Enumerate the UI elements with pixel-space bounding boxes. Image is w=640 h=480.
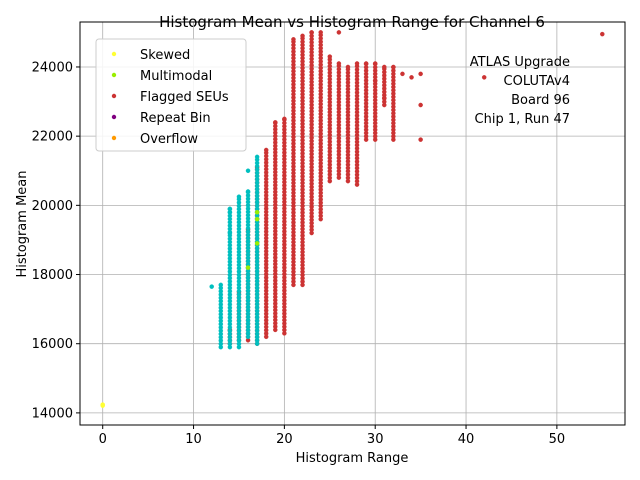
x-tick-label: 0 — [99, 432, 107, 447]
x-tick-label: 10 — [185, 432, 202, 447]
data-points — [100, 30, 605, 408]
multimodal-point — [254, 241, 260, 246]
flagged-seu-point — [282, 116, 287, 122]
flagged-seu-point — [273, 120, 278, 125]
flagged-seu-point — [418, 102, 423, 108]
y-tick-label: 22000 — [32, 130, 73, 145]
unlisted-point — [254, 154, 260, 160]
annotation-line: COLUTAv4 — [504, 74, 570, 89]
flagged-seu-point — [327, 54, 333, 59]
x-tick-label: 50 — [549, 432, 566, 447]
legend-label: Flagged SEUs — [140, 90, 229, 105]
flagged-seu-point — [300, 33, 305, 39]
flagged-seu-point — [291, 37, 296, 42]
y-tick-label: 24000 — [32, 60, 73, 75]
y-tick-label: 18000 — [32, 268, 73, 283]
flagged-seu-point — [309, 30, 314, 35]
flagged-seu-point — [354, 61, 360, 66]
flagged-seu-point — [391, 64, 396, 70]
annotation-line: Chip 1, Run 47 — [475, 112, 570, 127]
legend-label: Repeat Bin — [140, 111, 211, 126]
flagged-seu-point — [345, 64, 351, 70]
multimodal-point — [254, 210, 260, 215]
legend-label: Skewed — [140, 48, 190, 63]
flagged-seu-point — [481, 75, 487, 80]
y-tick-label: 16000 — [32, 337, 73, 352]
flagged-seu-point — [600, 31, 605, 37]
unlisted-point — [209, 284, 214, 289]
legend-marker — [111, 51, 117, 57]
flagged-seu-point — [418, 71, 423, 77]
annotation-line: Board 96 — [511, 93, 570, 108]
legend-marker — [111, 135, 117, 141]
legend-marker — [111, 72, 117, 78]
unlisted-point — [218, 282, 224, 288]
x-tick-label: 40 — [458, 432, 475, 447]
flagged-seu-point — [363, 61, 369, 66]
legend-label: Multimodal — [140, 69, 212, 84]
y-axis-label: Histogram Mean — [15, 171, 30, 278]
unlisted-point — [245, 168, 251, 173]
flagged-seu-point — [336, 61, 342, 66]
flagged-seu-point — [336, 30, 342, 35]
flagged-seu-point — [409, 75, 414, 80]
flagged-seu-point — [418, 137, 423, 142]
flagged-seu-point — [382, 95, 387, 101]
legend-label: Overflow — [140, 132, 198, 147]
legend-box — [95, 38, 247, 152]
flagged-seu-point — [372, 61, 378, 66]
y-tick-label: 14000 — [32, 406, 73, 421]
unlisted-point — [245, 189, 251, 194]
flagged-seu-point — [372, 78, 378, 84]
multimodal-point — [245, 265, 251, 270]
multimodal-point — [254, 216, 260, 222]
legend-marker — [111, 114, 117, 120]
chart-annotation: ATLAS Upgrade COLUTAv4 Board 96 Chip 1, Run… — [470, 55, 570, 127]
unlisted-point — [236, 194, 242, 199]
legend-marker — [111, 93, 117, 99]
legend: Skewed Multimodal Flagged SEUs Repeat Bin Ov… — [95, 38, 247, 152]
unlisted-point — [227, 230, 233, 236]
flagged-seu-point — [263, 147, 269, 153]
x-axis-label: Histogram Range — [296, 451, 409, 466]
unlisted-point — [227, 210, 233, 215]
plot-frame — [79, 21, 626, 426]
skewed-point — [100, 402, 105, 407]
y-tick-label: 20000 — [32, 199, 73, 214]
flagged-seu-point — [382, 64, 387, 70]
flagged-seu-point — [400, 71, 405, 77]
x-tick-label: 20 — [276, 432, 293, 447]
axis-ticks: 0 10 20 30 40 50 14000 16000 18000 20000 22000 2400… — [32, 60, 566, 447]
annotation-line: ATLAS Upgrade — [470, 55, 570, 70]
x-tick-label: 30 — [367, 432, 384, 447]
flagged-seu-point — [318, 30, 323, 35]
